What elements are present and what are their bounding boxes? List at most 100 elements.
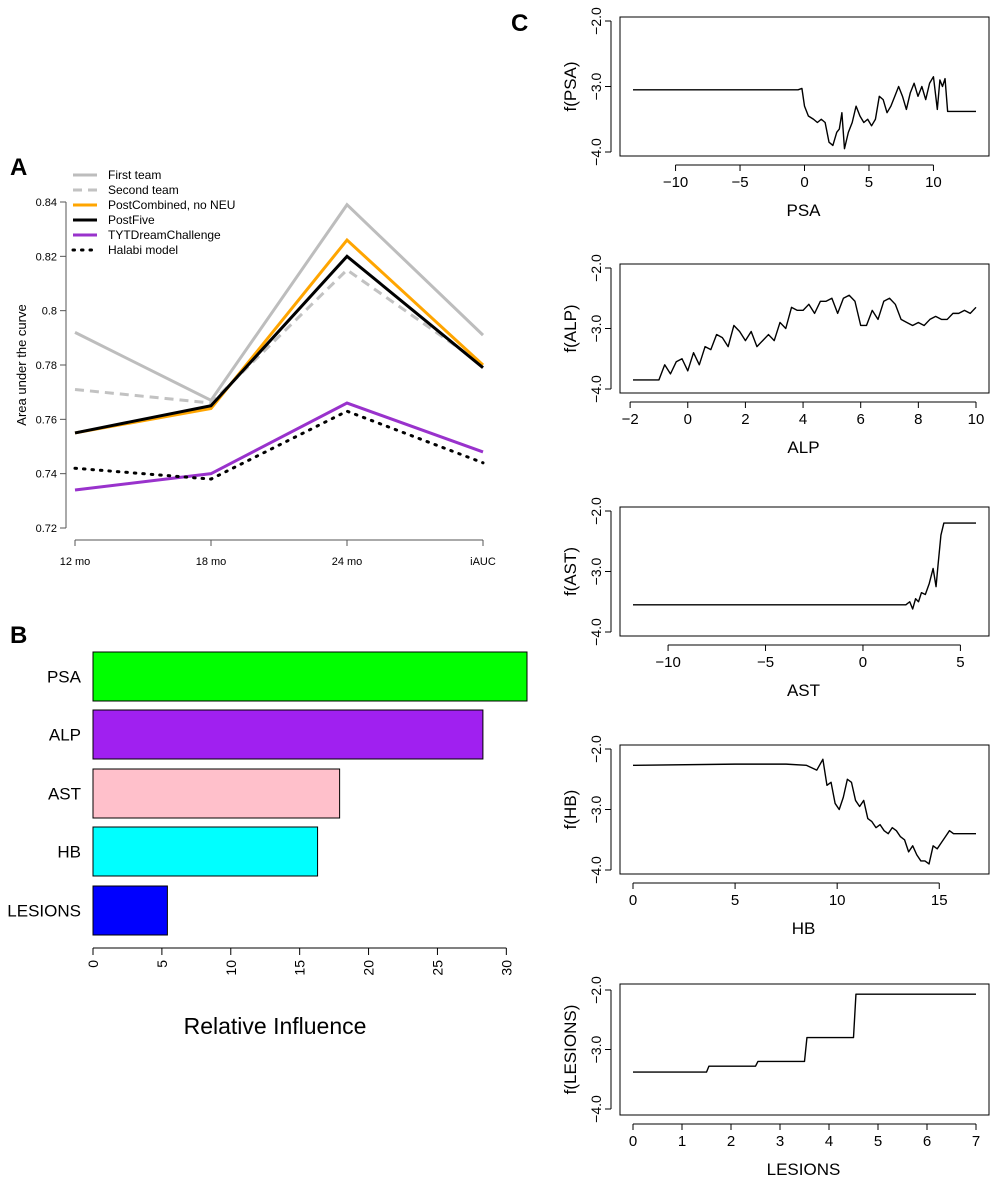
legend-label-postcombined-no-neu: PostCombined, no NEU <box>108 198 235 212</box>
y-tick-label: −3.0 <box>588 1035 604 1063</box>
y-axis-title: f(ALP) <box>561 304 580 352</box>
partial-dependence-line-lesions <box>633 993 976 1073</box>
plot-frame <box>619 983 990 1116</box>
x-tick-label: 10 <box>223 960 239 976</box>
x-tick-label: 12 mo <box>60 556 91 568</box>
y-tick-label: −4.0 <box>588 1095 604 1123</box>
y-tick-label: −4.0 <box>588 856 604 884</box>
legend-label-tytdreamchallenge: TYTDreamChallenge <box>108 228 221 242</box>
y-tick-label: −4.0 <box>588 618 604 646</box>
x-tick-label: 0 <box>629 892 637 909</box>
x-tick-label: 5 <box>874 1133 882 1150</box>
x-axis-title: Relative Influence <box>184 1013 367 1039</box>
x-tick-label: 1 <box>678 1133 686 1150</box>
panel-letter-c: C <box>511 10 528 37</box>
legend-label-postfive: PostFive <box>108 213 155 227</box>
pdp-lesions: −4.0 −3.0 −2.0 f(LESIONS) 0 1 2 3 4 5 6 7 LESIONS <box>561 976 990 1179</box>
series-line-postfive <box>74 254 484 435</box>
bar-label-lesions: LESIONS <box>7 902 81 921</box>
panel-b-bar-chart: PSA ALP AST HB LESIONS 0 5 10 15 20 25 30 Relative I… <box>7 651 528 1039</box>
x-tick-label: −5 <box>731 174 748 191</box>
x-tick-label: 5 <box>731 892 739 909</box>
y-tick-label: −2.0 <box>588 976 604 1004</box>
y-tick-label: −3.0 <box>588 72 604 100</box>
x-tick-label: 0 <box>629 1133 637 1150</box>
bar-hb <box>92 826 319 877</box>
series-line-first-team <box>74 202 485 403</box>
y-axis-title: f(PSA) <box>561 61 580 111</box>
y-tick-label: 0.74 <box>36 469 57 481</box>
x-tick-label: 15 <box>931 892 948 909</box>
x-tick-label: 5 <box>154 960 170 968</box>
x-tick-label: 10 <box>925 174 942 191</box>
panel-letter-a: A <box>10 154 27 181</box>
x-tick-label: 15 <box>292 960 308 976</box>
x-axis-title: HB <box>792 919 816 938</box>
x-tick-label: 5 <box>956 654 964 671</box>
x-tick-label: 0 <box>684 411 692 428</box>
y-tick-label: −3.0 <box>588 795 604 823</box>
bar-alp <box>92 709 484 760</box>
legend-label-halabi-model: Halabi model <box>108 243 178 257</box>
x-tick-label: 2 <box>741 411 749 428</box>
partial-dependence-line-ast <box>633 522 976 610</box>
bar-lesions <box>92 885 168 936</box>
x-axis-title: LESIONS <box>767 1160 841 1179</box>
y-axis-title: f(HB) <box>561 790 580 830</box>
x-tick-label: 10 <box>968 411 985 428</box>
panel-c-partial-dependence-plots: −4.0−3.0−2.0f(PSA)−10 −5 0 5 10PSA−4.0−3.0−2… <box>561 7 990 1179</box>
y-axis-title: f(AST) <box>561 547 580 596</box>
plot-frame <box>619 16 990 157</box>
panel-letter-b: B <box>10 622 27 649</box>
bar-label-hb: HB <box>57 843 81 862</box>
y-axis-title: f(LESIONS) <box>561 1005 580 1095</box>
x-tick-label: iAUC <box>470 556 496 568</box>
y-tick-label: −2.0 <box>588 497 604 525</box>
y-tick-label: 0.72 <box>36 523 57 535</box>
x-tick-label: 0 <box>800 174 808 191</box>
y-tick-label: −2.0 <box>588 735 604 763</box>
legend-label-second-team: Second team <box>108 183 179 197</box>
x-axis-title: AST <box>787 681 820 700</box>
plot-frame <box>619 506 990 637</box>
bar-label-ast: AST <box>48 785 81 804</box>
plot-frame <box>619 744 990 875</box>
x-tick-label: 4 <box>799 411 807 428</box>
x-tick-label: 30 <box>498 960 514 976</box>
y-tick-label: −4.0 <box>588 375 604 403</box>
x-tick-label: 0 <box>85 960 101 968</box>
pdp-ast: −4.0 −3.0 −2.0 f(AST) −10 −5 0 5 AST <box>561 497 990 700</box>
y-tick-label: 0.82 <box>36 251 57 263</box>
x-tick-label: 8 <box>914 411 922 428</box>
pdp-alp: −4.0 −3.0 −2.0 f(ALP) −2 0 2 4 6 8 10 ALP <box>561 254 990 457</box>
y-tick-label: 0.76 <box>36 414 57 426</box>
y-tick-label: −3.0 <box>588 314 604 342</box>
x-axis-title: ALP <box>787 438 819 457</box>
y-axis-title: Area under the curve <box>14 304 29 425</box>
partial-dependence-line-psa <box>633 75 976 150</box>
bar-label-alp: ALP <box>49 726 81 745</box>
y-tick-label: 0.8 <box>42 306 57 318</box>
x-tick-label: 6 <box>923 1133 931 1150</box>
x-tick-label: −2 <box>622 411 639 428</box>
x-tick-label: 4 <box>825 1133 833 1150</box>
y-tick-label: −3.0 <box>588 557 604 585</box>
y-tick-label: −2.0 <box>588 254 604 282</box>
x-tick-label: −10 <box>663 174 688 191</box>
bar-ast <box>92 768 341 819</box>
legend-label-first-team: First team <box>108 168 161 182</box>
panel-a-line-chart: 0.72 0.74 0.76 0.78 0.8 0.82 0.84 12 mo 18 mo 24 … <box>14 168 496 568</box>
series-line-tytdreamchallenge <box>74 401 484 492</box>
y-tick-label: 0.84 <box>36 197 57 209</box>
plot-frame <box>619 263 990 394</box>
x-tick-label: 0 <box>859 654 867 671</box>
y-tick-label: −4.0 <box>588 138 604 166</box>
pdp-psa: −4.0 −3.0 −2.0 f(PSA) −10 −5 0 5 10 PSA <box>561 7 990 220</box>
x-tick-label: 24 mo <box>332 556 363 568</box>
y-tick-label: −2.0 <box>588 7 604 35</box>
x-tick-label: 6 <box>857 411 865 428</box>
x-tick-label: −10 <box>655 654 680 671</box>
x-tick-label: 20 <box>361 960 377 976</box>
partial-dependence-line-hb <box>632 758 976 865</box>
